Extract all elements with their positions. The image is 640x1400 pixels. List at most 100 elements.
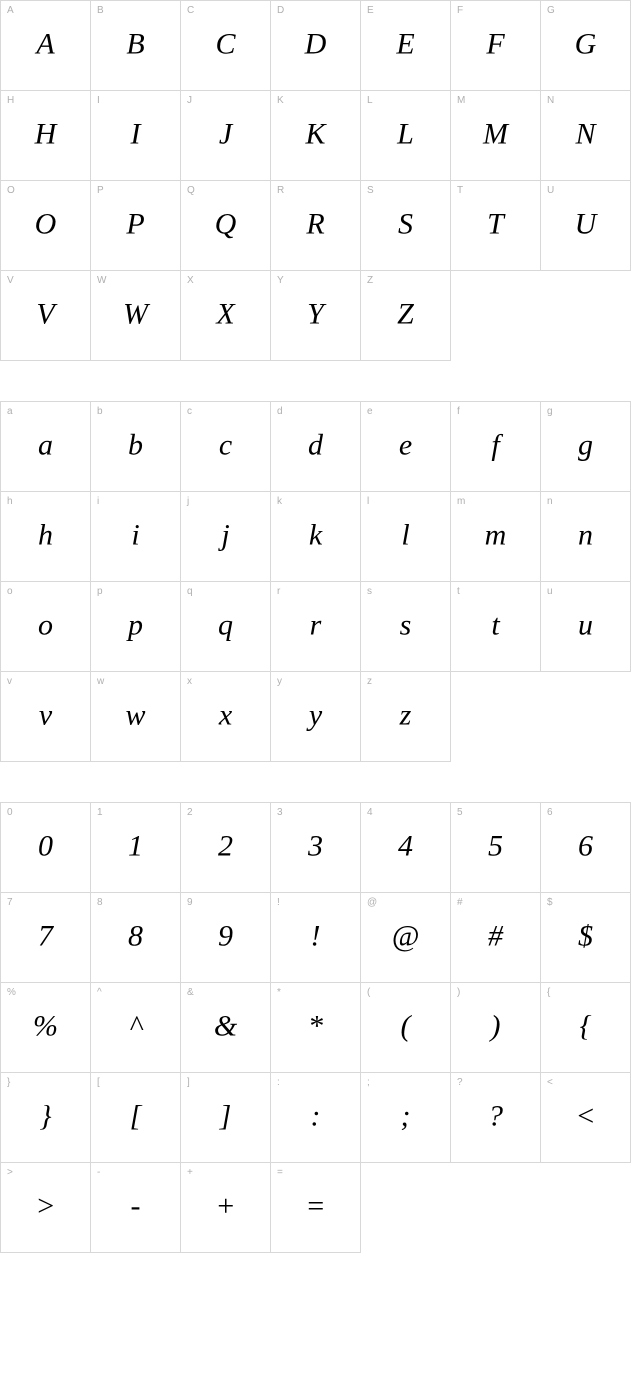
glyph-cell: SS: [361, 181, 451, 271]
glyph-display: T: [487, 209, 504, 239]
glyph-grid: 00112233445566778899!!@@##$$%%^^&&**(())…: [0, 802, 631, 1253]
glyph-cell: **: [271, 983, 361, 1073]
section-uppercase: AABBCCDDEEFFGGHHIIJJKKLLMMNNOOPPQQRRSSTT…: [0, 0, 640, 361]
glyph-label: z: [367, 676, 372, 687]
glyph-display: (: [401, 1011, 411, 1041]
glyph-cell: <<: [541, 1073, 631, 1163]
glyph-display: {: [580, 1011, 592, 1041]
glyph-cell: II: [91, 91, 181, 181]
glyph-cell: ss: [361, 582, 451, 672]
glyph-label: ?: [457, 1077, 463, 1088]
glyph-label: 1: [97, 807, 103, 818]
glyph-display: O: [35, 209, 57, 239]
glyph-cell: aa: [1, 402, 91, 492]
glyph-label: 9: [187, 897, 193, 908]
glyph-display: q: [218, 610, 233, 640]
glyph-label: L: [367, 95, 373, 106]
glyph-label: }: [7, 1077, 10, 1088]
glyph-display: :: [311, 1101, 321, 1131]
glyph-label: t: [457, 586, 460, 597]
glyph-display: y: [309, 700, 322, 730]
glyph-cell: qq: [181, 582, 271, 672]
glyph-label: ]: [187, 1077, 190, 1088]
glyph-display: i: [131, 520, 139, 550]
glyph-cell: >>: [1, 1163, 91, 1253]
glyph-display: !: [311, 921, 321, 951]
glyph-label: j: [187, 496, 189, 507]
glyph-display: n: [578, 520, 593, 550]
glyph-cell: HH: [1, 91, 91, 181]
glyph-display: M: [483, 119, 508, 149]
glyph-display: N: [575, 119, 595, 149]
glyph-cell: YY: [271, 271, 361, 361]
glyph-display: l: [401, 520, 409, 550]
glyph-display: 4: [398, 831, 413, 861]
glyph-display: e: [399, 430, 412, 460]
glyph-cell: oo: [1, 582, 91, 672]
glyph-display: D: [305, 29, 327, 59]
glyph-display: -: [131, 1191, 141, 1221]
glyph-label: x: [187, 676, 192, 687]
glyph-label: b: [97, 406, 103, 417]
glyph-grid: aabbccddeeffgghhiijjkkllmmnnooppqqrrsstt…: [0, 401, 631, 762]
glyph-label: ): [457, 987, 460, 998]
glyph-cell: xx: [181, 672, 271, 762]
glyph-cell: VV: [1, 271, 91, 361]
glyph-cell: FF: [451, 1, 541, 91]
glyph-display: %: [33, 1011, 58, 1041]
glyph-display: >: [35, 1191, 55, 1221]
glyph-label: &: [187, 987, 194, 998]
glyph-display: j: [221, 520, 229, 550]
glyph-label: m: [457, 496, 465, 507]
glyph-cell: ((: [361, 983, 451, 1073]
glyph-display: [: [130, 1101, 142, 1131]
glyph-display: r: [310, 610, 322, 640]
glyph-label: c: [187, 406, 192, 417]
glyph-label: K: [277, 95, 284, 106]
glyph-cell: tt: [451, 582, 541, 672]
glyph-label: u: [547, 586, 553, 597]
glyph-display: Y: [307, 299, 324, 329]
glyph-display: $: [578, 921, 593, 951]
glyph-label: -: [97, 1167, 100, 1178]
glyph-grid: AABBCCDDEEFFGGHHIIJJKKLLMMNNOOPPQQRRSSTT…: [0, 0, 631, 361]
glyph-label: J: [187, 95, 192, 106]
glyph-cell: !!: [271, 893, 361, 983]
glyph-cell: 55: [451, 803, 541, 893]
glyph-label: (: [367, 987, 370, 998]
glyph-display: +: [215, 1191, 235, 1221]
glyph-label: q: [187, 586, 193, 597]
glyph-cell: hh: [1, 492, 91, 582]
glyph-label: #: [457, 897, 463, 908]
glyph-label: 3: [277, 807, 283, 818]
glyph-label: Z: [367, 275, 373, 286]
glyph-cell: yy: [271, 672, 361, 762]
glyph-display: 7: [38, 921, 53, 951]
glyph-label: 8: [97, 897, 103, 908]
glyph-display: V: [36, 299, 54, 329]
glyph-cell: zz: [361, 672, 451, 762]
glyph-label: ^: [97, 987, 102, 998]
glyph-display: p: [128, 610, 143, 640]
glyph-cell: DD: [271, 1, 361, 91]
glyph-cell: ==: [271, 1163, 361, 1253]
glyph-cell: vv: [1, 672, 91, 762]
glyph-cell: {{: [541, 983, 631, 1073]
glyph-cell: ^^: [91, 983, 181, 1073]
glyph-display: g: [578, 430, 593, 460]
glyph-display: 6: [578, 831, 593, 861]
glyph-display: c: [219, 430, 232, 460]
glyph-cell: MM: [451, 91, 541, 181]
glyph-display: z: [400, 700, 412, 730]
glyph-label: Y: [277, 275, 284, 286]
glyph-cell: JJ: [181, 91, 271, 181]
glyph-label: e: [367, 406, 373, 417]
glyph-display: 2: [218, 831, 233, 861]
glyph-display: m: [485, 520, 507, 550]
glyph-label: n: [547, 496, 553, 507]
glyph-display: F: [486, 29, 504, 59]
glyph-label: T: [457, 185, 463, 196]
glyph-display: 3: [308, 831, 323, 861]
glyph-cell: jj: [181, 492, 271, 582]
glyph-label: A: [7, 5, 14, 16]
